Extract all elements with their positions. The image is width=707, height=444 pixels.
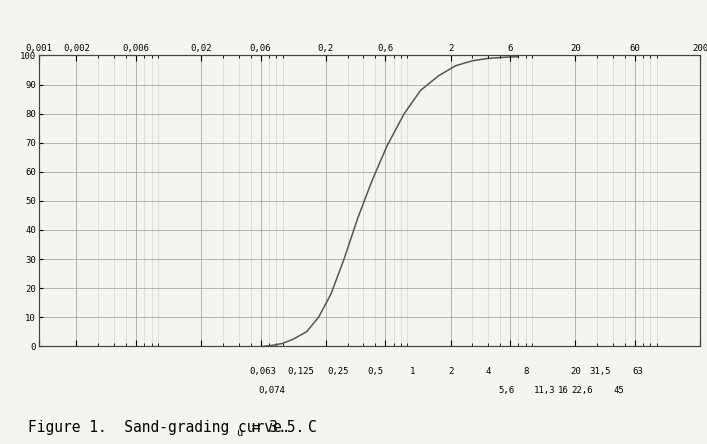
Text: = 3.5.: = 3.5. <box>243 420 304 435</box>
Text: 8: 8 <box>523 367 528 376</box>
Text: 0,063: 0,063 <box>250 367 276 376</box>
Text: 63: 63 <box>632 367 643 376</box>
Text: 20: 20 <box>570 367 580 376</box>
Text: 22,6: 22,6 <box>571 385 592 395</box>
Text: 0,5: 0,5 <box>368 367 383 376</box>
Text: 2: 2 <box>448 367 453 376</box>
Text: 0,074: 0,074 <box>259 385 286 395</box>
Text: 11,3: 11,3 <box>534 385 555 395</box>
Text: 45: 45 <box>614 385 624 395</box>
Text: u: u <box>237 428 243 438</box>
Text: 4: 4 <box>486 367 491 376</box>
Text: 0,125: 0,125 <box>287 367 314 376</box>
Text: 1: 1 <box>410 367 416 376</box>
Text: 31,5: 31,5 <box>589 367 611 376</box>
Text: 16: 16 <box>558 385 568 395</box>
Text: 5,6: 5,6 <box>498 385 515 395</box>
Text: 0,25: 0,25 <box>327 367 349 376</box>
Text: Figure 1.  Sand-grading curve.  C: Figure 1. Sand-grading curve. C <box>28 420 317 435</box>
